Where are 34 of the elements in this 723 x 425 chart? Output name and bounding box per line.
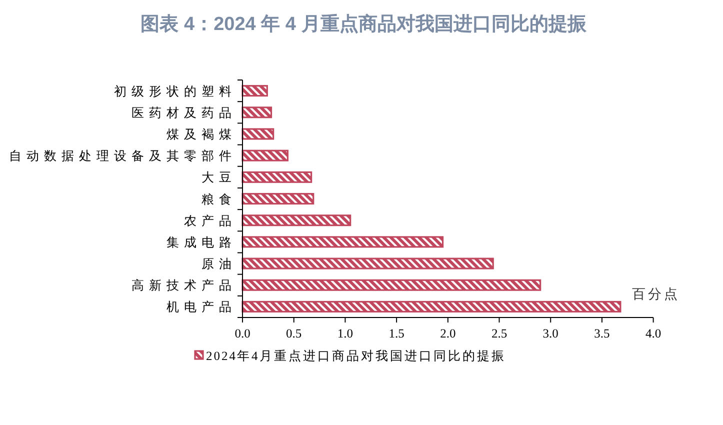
y-tick-label: 农产品 [184,214,236,228]
bar [242,128,274,140]
bar [242,258,494,270]
y-tick-label: 粮食 [202,192,236,206]
bar [242,300,622,312]
y-tick-label: 高新技术产品 [132,278,236,293]
y-tick-label: 自动数据处理设备及其零部件 [9,149,236,164]
bar [242,192,314,205]
x-tick-label: 4.0 [645,326,662,340]
x-tick-label: 2.5 [491,326,508,340]
legend: 2024年4月重点进口商品对我国进口同比的提振 [194,349,506,363]
y-tick-label: 集成电路 [166,235,236,250]
y-tick-label: 初级形状的塑料 [114,83,236,98]
bar [242,171,312,183]
y-tick-label: 煤及褐煤 [166,127,236,142]
bar [242,150,288,162]
bar [242,85,268,97]
y-tick-label: 医药材及药品 [132,106,236,120]
bar [242,279,542,291]
bar [242,106,272,118]
x-tick-label: 2.0 [440,326,456,340]
x-tick-label: 3.5 [594,326,610,340]
bar [242,236,444,248]
x-tick-label: 3.0 [542,326,558,340]
y-tick-label: 大豆 [202,170,236,185]
y-tick-label: 原油 [202,257,236,272]
x-tick-label: 1.5 [388,326,404,340]
annotation: 百分点 [632,286,680,302]
y-tick-label: 机电产品 [166,300,236,314]
bar [242,214,352,226]
chart-title: 图表 4：2024 年 4 月重点商品对我国进口同比的提振 [140,13,588,35]
x-tick-label: 0.0 [234,326,250,340]
x-tick-label: 0.5 [286,326,302,340]
x-tick-label: 1.0 [337,326,354,340]
